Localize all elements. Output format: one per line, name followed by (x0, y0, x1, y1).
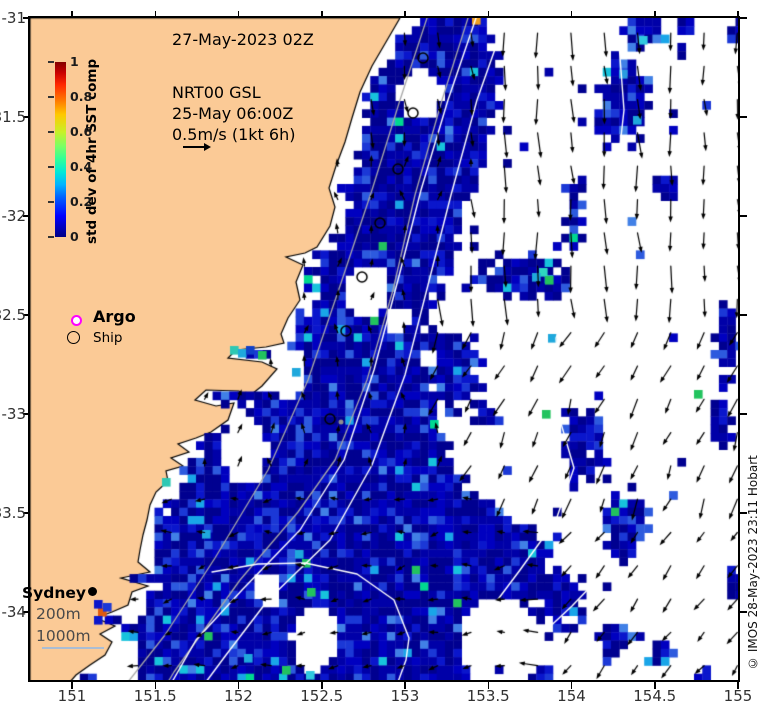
x-tick-label: 152 (224, 687, 253, 705)
x-tick-label: 153 (390, 687, 420, 705)
plot-title: 27-May-2023 02Z (172, 30, 314, 49)
x-tick-mark (570, 682, 573, 689)
x-tick-mark (404, 682, 406, 689)
y-tick-mark-right (740, 314, 747, 316)
y-tick-label: -32.5 (0, 306, 26, 324)
isobath-label-1000m: 1000m (36, 627, 91, 645)
colorbar-tick-label: 0.2 (70, 194, 93, 209)
x-tick-label: 152.5 (300, 687, 344, 705)
y-tick-mark-right (740, 116, 747, 118)
ship-marker-icon (67, 331, 80, 344)
argo-marker-icon (71, 315, 82, 326)
x-tick-mark (737, 682, 739, 689)
colorbar-tick-mark (48, 201, 54, 203)
x-tick-mark (321, 682, 323, 689)
colorbar-tick-label: 0.4 (70, 159, 93, 174)
colorbar-gradient (55, 62, 66, 237)
colorbar-tick-label: 1 (70, 54, 79, 69)
y-tick-label: -33 (1, 405, 27, 423)
y-tick-mark-right (740, 611, 747, 613)
x-tick-mark-top (71, 11, 73, 18)
colorbar-tick-mark (48, 131, 54, 133)
colorbar-tick-label: 0.6 (70, 124, 93, 139)
isobath-line-sample (42, 647, 104, 649)
x-tick-mark (237, 682, 240, 689)
y-tick-mark (23, 116, 30, 118)
y-tick-label: -31.5 (0, 108, 26, 126)
x-tick-label: 151 (57, 687, 87, 705)
x-tick-mark-top (237, 11, 240, 18)
scale-arrow-icon (183, 143, 211, 151)
x-tick-label: 153.5 (466, 687, 510, 705)
colorbar-tick-mark (48, 61, 54, 63)
x-tick-mark (154, 682, 156, 689)
x-tick-mark-top (654, 11, 656, 18)
vector-scale-text: 0.5m/s (1kt 6h) (172, 125, 296, 144)
y-tick-label: -31 (1, 9, 27, 27)
colorbar-tick-mark (48, 236, 54, 238)
x-tick-mark-top (321, 11, 323, 18)
y-tick-label: -32 (1, 207, 27, 225)
x-tick-label: 154 (557, 687, 586, 705)
y-tick-mark (23, 314, 30, 316)
colorbar-tick-label: 0 (70, 229, 79, 244)
x-tick-mark-top (570, 11, 573, 18)
y-tick-mark (23, 512, 30, 514)
y-tick-label: -33.5 (0, 504, 26, 522)
legend-argo-label: Argo (93, 307, 136, 326)
model-info: NRT00 GSL 25-May 06:00Z 0.5m/s (1kt 6h) (172, 82, 295, 145)
colorbar-label: std dev of 4hr SST comp (84, 58, 100, 244)
city-marker-dot (88, 587, 97, 596)
x-tick-mark-top (404, 11, 406, 18)
x-tick-label: 155 (723, 687, 753, 705)
y-tick-mark (23, 413, 30, 415)
x-tick-mark-top (154, 11, 156, 18)
legend-ship-label: Ship (93, 330, 123, 346)
x-tick-mark (487, 682, 489, 689)
model-name: NRT00 GSL (172, 83, 261, 102)
y-tick-mark (23, 611, 30, 613)
y-tick-mark (23, 17, 30, 19)
isobath-label-200m: 200m (36, 605, 81, 623)
y-tick-mark-right (740, 17, 747, 19)
colorbar-tick-mark (48, 96, 54, 98)
city-label: Sydney (22, 584, 87, 602)
x-tick-label: 154.5 (633, 687, 677, 705)
y-tick-mark-right (740, 215, 747, 217)
colorbar-tick-label: 0.8 (70, 89, 93, 104)
y-tick-mark (23, 215, 30, 217)
model-time: 25-May 06:00Z (172, 104, 294, 123)
x-tick-mark (71, 682, 73, 689)
map-canvas (30, 18, 740, 682)
x-tick-mark-top (487, 11, 489, 18)
colorbar-tick-mark (48, 166, 54, 168)
y-tick-mark-right (740, 512, 747, 514)
y-tick-label: -34 (1, 603, 27, 621)
x-tick-mark-top (737, 11, 739, 18)
copyright-credit: © IMOS 28-May-2023 23:11 Hobart (746, 455, 760, 670)
y-tick-mark-right (740, 413, 747, 415)
x-tick-mark (654, 682, 656, 689)
x-tick-label: 151.5 (133, 687, 177, 705)
